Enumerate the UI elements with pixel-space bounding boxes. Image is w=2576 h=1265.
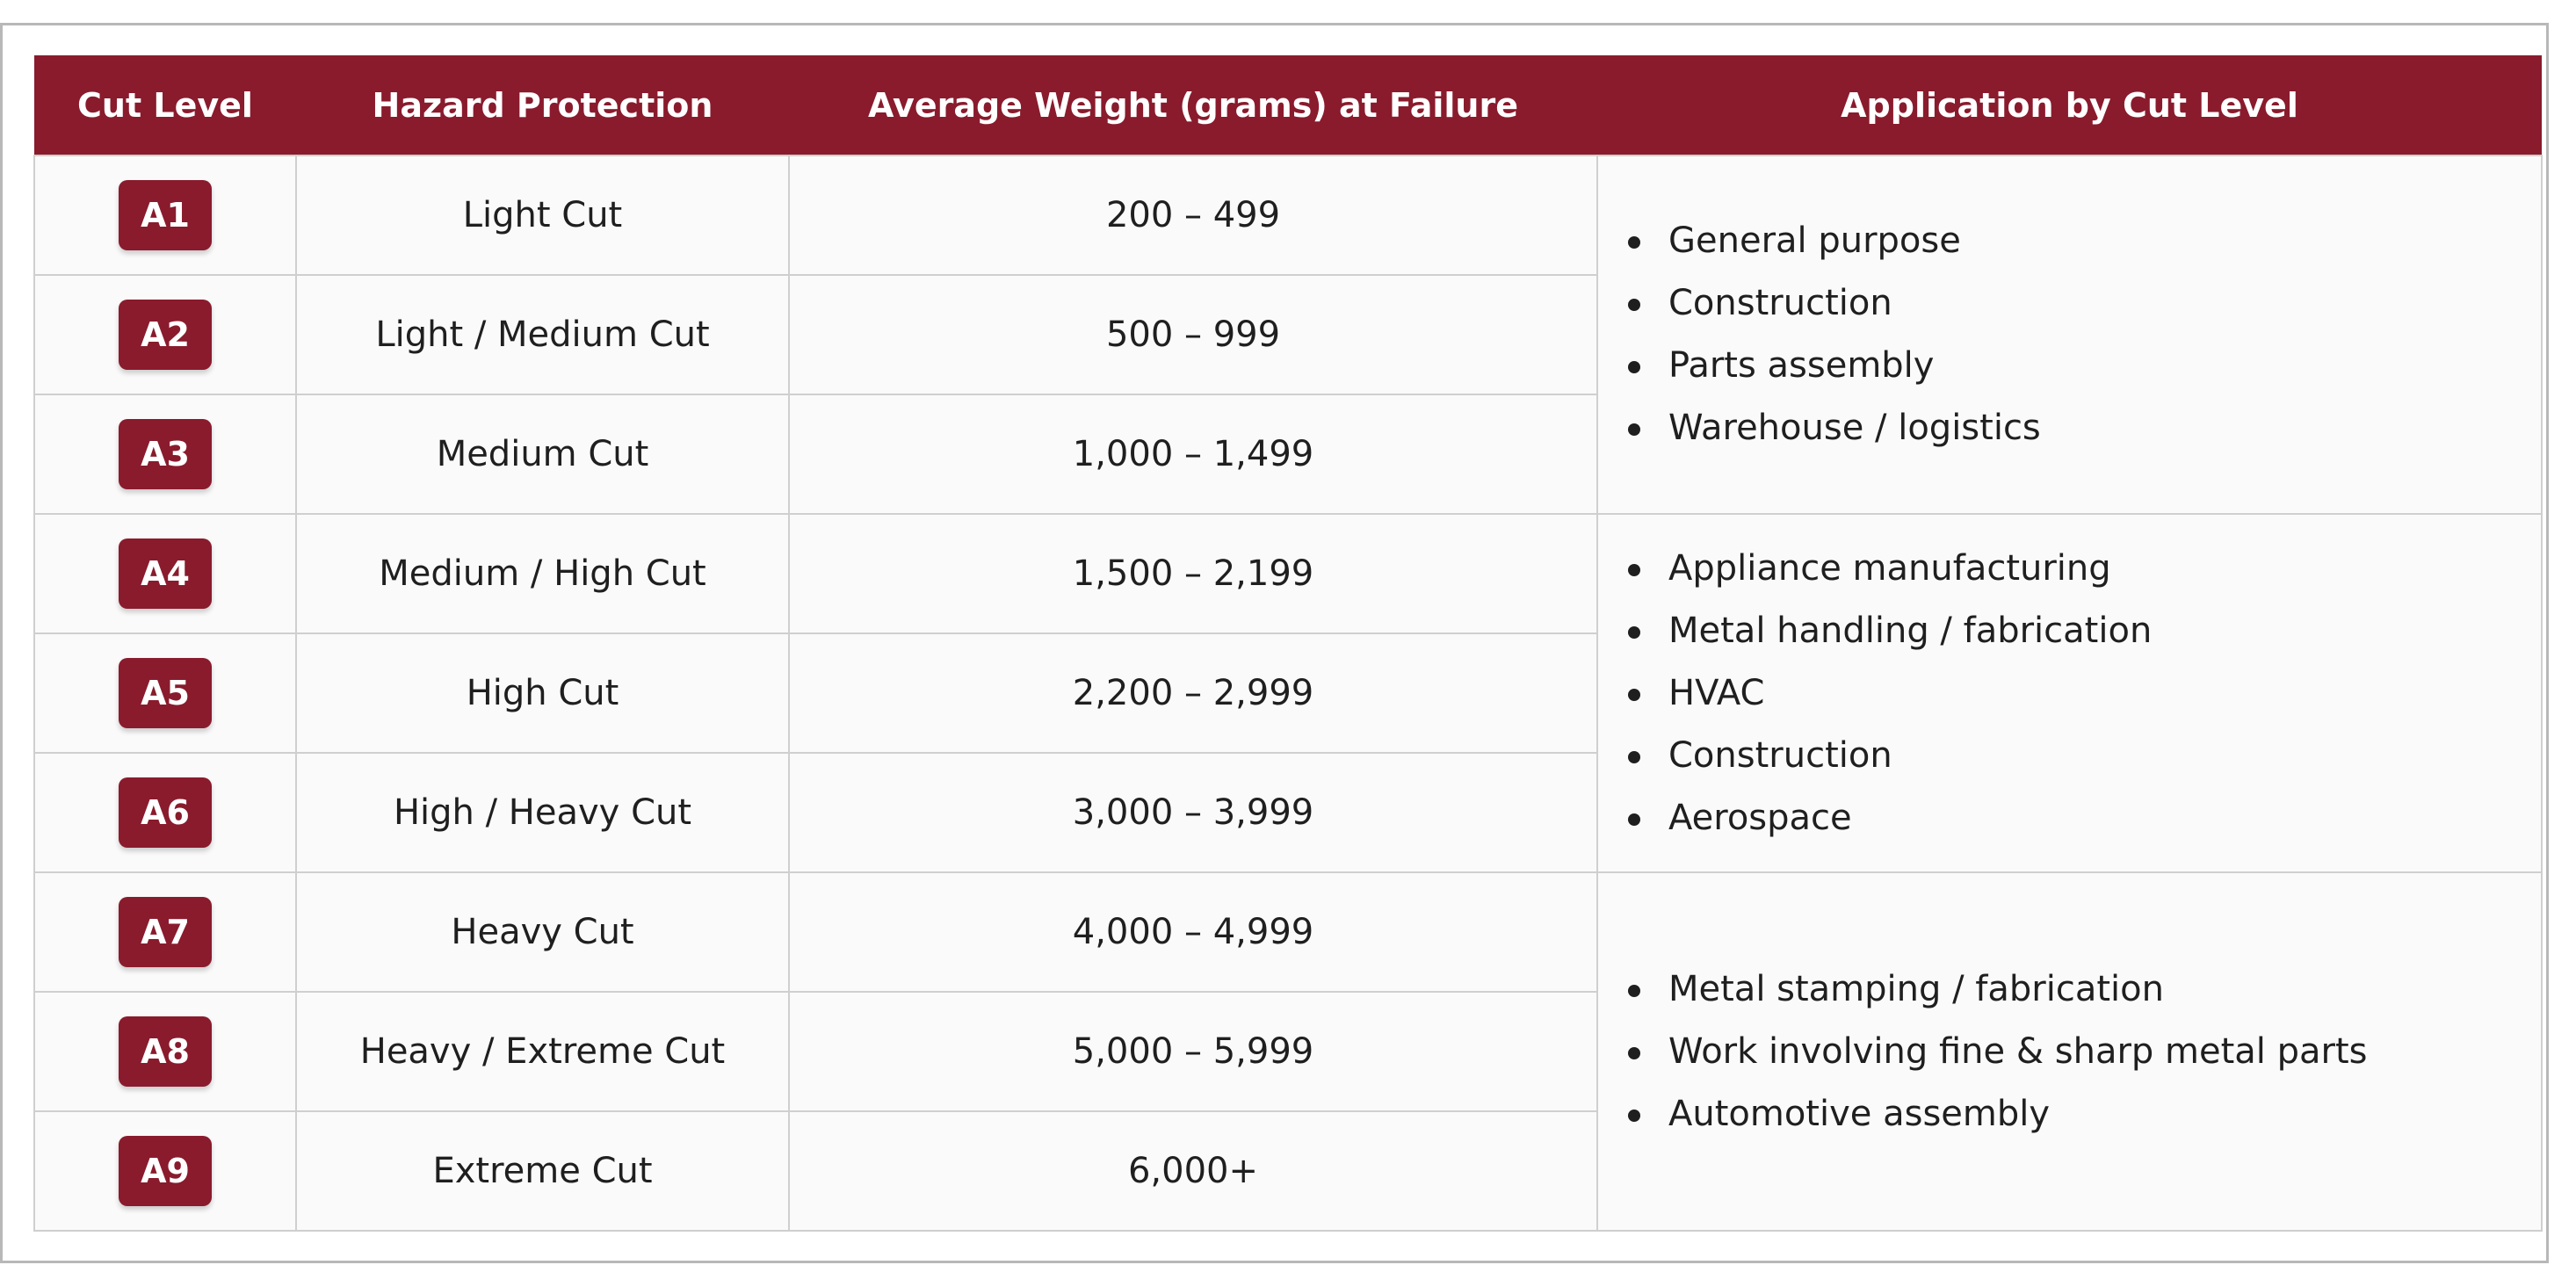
weight-cell: 5,000 – 5,999 — [788, 991, 1598, 1112]
cut-level-badge: A1 — [119, 180, 212, 250]
application-item: Metal handling / fabrication — [1628, 600, 2541, 662]
header-cut-level: Cut Level — [34, 55, 296, 155]
application-item: Construction — [1628, 725, 2541, 787]
application-list: Metal stamping / fabrication Work involv… — [1598, 958, 2541, 1146]
cut-level-cell: A8 — [33, 991, 297, 1112]
hazard-cell: Heavy Cut — [295, 871, 790, 993]
cut-level-cell: A9 — [33, 1110, 297, 1232]
application-item: Warehouse / logistics — [1628, 397, 2541, 459]
cut-level-badge: A2 — [119, 300, 212, 370]
header-application: Application by Cut Level — [1597, 55, 2542, 155]
weight-cell: 3,000 – 3,999 — [788, 752, 1598, 873]
weight-cell: 6,000+ — [788, 1110, 1598, 1232]
application-item: Appliance manufacturing — [1628, 538, 2541, 600]
cut-level-badge: A7 — [119, 897, 212, 967]
table-row: A8 Heavy / Extreme Cut 5,000 – 5,999 — [33, 991, 2542, 1112]
cut-level-cell: A4 — [33, 513, 297, 634]
hazard-cell: Extreme Cut — [295, 1110, 790, 1232]
table-row: A4 Medium / High Cut 1,500 – 2,199 Appli… — [33, 513, 2543, 873]
application-list: General purpose Construction Parts assem… — [1598, 210, 2541, 459]
cut-level-badge: A8 — [119, 1016, 212, 1087]
hazard-cell: High / Heavy Cut — [295, 752, 790, 873]
cut-level-badge: A4 — [119, 539, 212, 609]
header-hazard-protection: Hazard Protection — [296, 55, 789, 155]
application-item: Parts assembly — [1628, 335, 2541, 397]
application-list: Appliance manufacturing Metal handling /… — [1598, 538, 2541, 849]
cut-level-badge: A9 — [119, 1136, 212, 1206]
application-item: Metal stamping / fabrication — [1628, 958, 2541, 1021]
weight-cell: 200 – 499 — [788, 155, 1598, 276]
table-row: A3 Medium Cut 1,000 – 1,499 — [33, 394, 2542, 515]
application-cell-group-3: Metal stamping / fabrication Work involv… — [1596, 871, 2543, 1232]
table-row: A2 Light / Medium Cut 500 – 999 — [33, 274, 2542, 395]
table-row: A9 Extreme Cut 6,000+ — [33, 1110, 2542, 1232]
table-row: A7 Heavy Cut 4,000 – 4,999 Metal stampin… — [33, 871, 2543, 1232]
application-item: Work involving fine & sharp metal parts — [1628, 1021, 2541, 1083]
cut-level-cell: A7 — [33, 871, 297, 993]
weight-cell: 500 – 999 — [788, 274, 1598, 395]
header-row: Cut Level Hazard Protection Average Weig… — [34, 55, 2542, 155]
cut-level-badge: A6 — [119, 777, 212, 848]
cut-level-table-container: Cut Level Hazard Protection Average Weig… — [33, 55, 2543, 1232]
application-item: HVAC — [1628, 662, 2541, 725]
application-item: Aerospace — [1628, 787, 2541, 849]
hazard-cell: High Cut — [295, 632, 790, 754]
application-item: Construction — [1628, 272, 2541, 335]
cut-level-cell: A6 — [33, 752, 297, 873]
table-row: A1 Light Cut 200 – 499 General purpose C… — [33, 155, 2543, 515]
cut-level-cell: A5 — [33, 632, 297, 754]
cut-level-cell: A3 — [33, 394, 297, 515]
table-row: A6 High / Heavy Cut 3,000 – 3,999 — [33, 752, 2542, 873]
weight-cell: 2,200 – 2,999 — [788, 632, 1598, 754]
cut-level-badge: A5 — [119, 658, 212, 728]
application-cell-group-1: General purpose Construction Parts assem… — [1596, 155, 2543, 515]
cut-level-table: Cut Level Hazard Protection Average Weig… — [33, 55, 2543, 1232]
application-item: General purpose — [1628, 210, 2541, 272]
hazard-cell: Light Cut — [295, 155, 790, 276]
cut-level-cell: A2 — [33, 274, 297, 395]
header-average-weight: Average Weight (grams) at Failure — [789, 55, 1597, 155]
weight-cell: 4,000 – 4,999 — [788, 871, 1598, 993]
application-item: Automotive assembly — [1628, 1083, 2541, 1146]
hazard-cell: Heavy / Extreme Cut — [295, 991, 790, 1112]
table-row: A5 High Cut 2,200 – 2,999 — [33, 632, 2542, 754]
hazard-cell: Light / Medium Cut — [295, 274, 790, 395]
application-cell-group-2: Appliance manufacturing Metal handling /… — [1596, 513, 2543, 873]
cut-level-cell: A1 — [33, 155, 297, 276]
weight-cell: 1,500 – 2,199 — [788, 513, 1598, 634]
cut-level-badge: A3 — [119, 419, 212, 489]
hazard-cell: Medium Cut — [295, 394, 790, 515]
weight-cell: 1,000 – 1,499 — [788, 394, 1598, 515]
hazard-cell: Medium / High Cut — [295, 513, 790, 634]
